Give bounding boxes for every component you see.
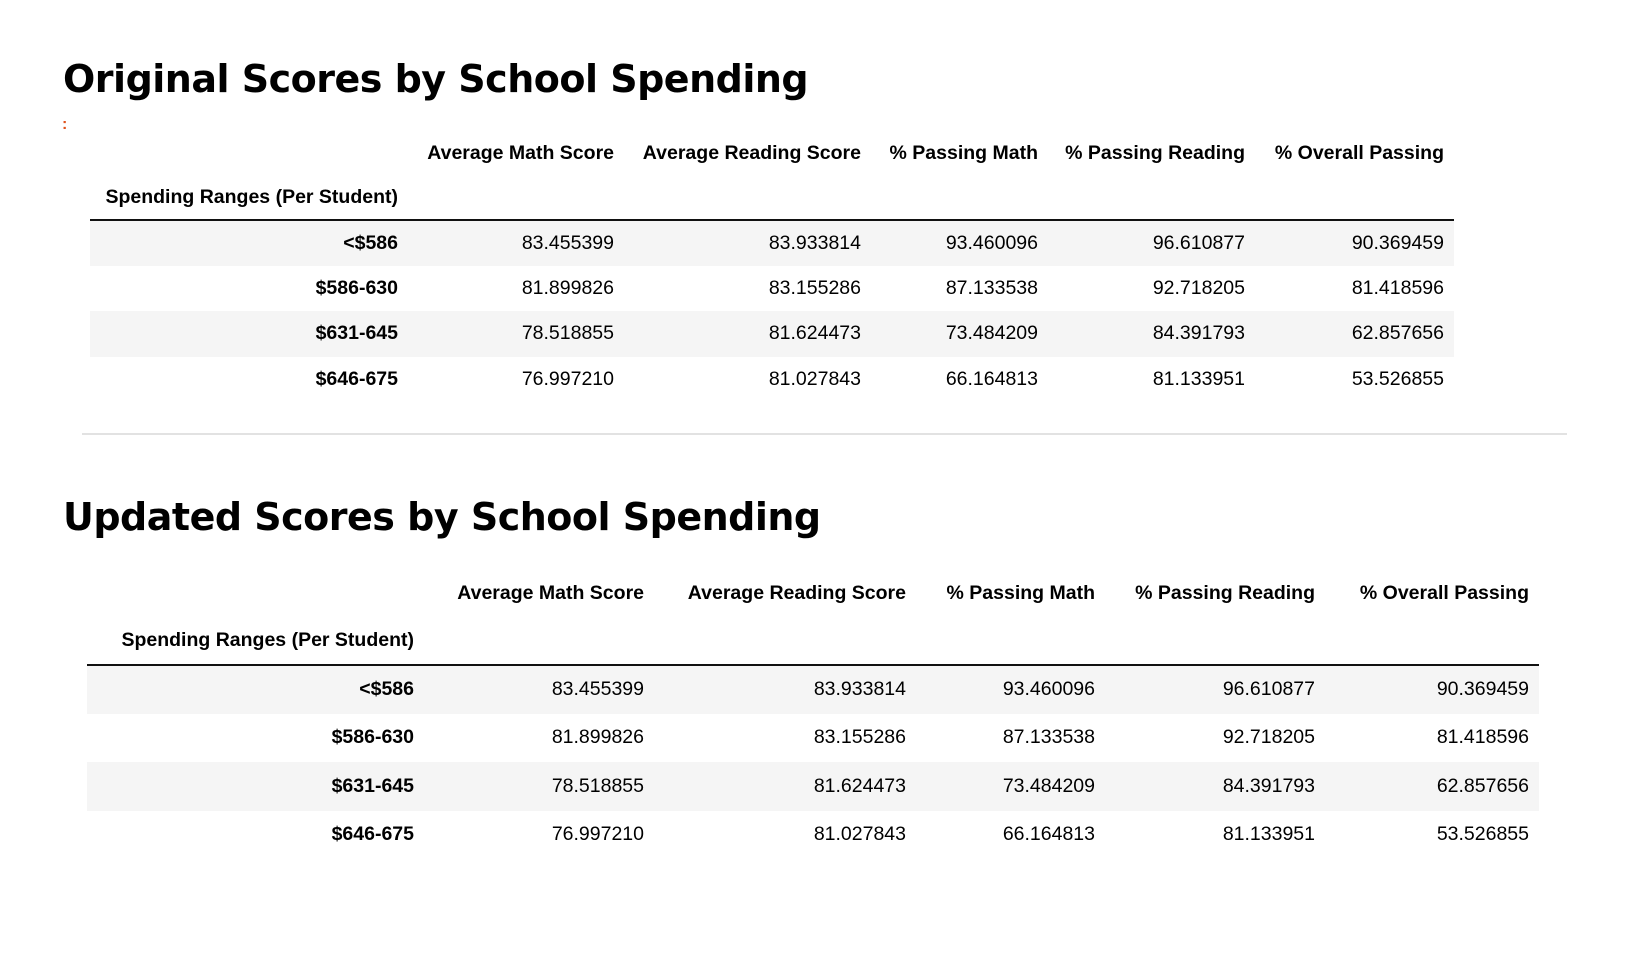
blank-header	[90, 131, 408, 175]
blank-header	[87, 570, 424, 616]
table-row: $631-645 78.518855 81.624473 73.484209 8…	[90, 311, 1454, 357]
column-header: Average Math Score	[457, 581, 644, 604]
table-cell: 81.899826	[551, 726, 644, 749]
table-cell: 66.164813	[945, 367, 1038, 390]
row-label: $646-675	[315, 367, 398, 390]
table-cell: 81.899826	[521, 276, 614, 299]
blank-header	[871, 175, 1048, 221]
section-title-original: Original Scores by School Spending	[63, 57, 809, 101]
table-cell: 73.484209	[1002, 774, 1095, 797]
table-cell: 62.857656	[1436, 774, 1529, 797]
column-header-row: Average Math Score Average Reading Score…	[90, 131, 1454, 175]
table-cell: 81.624473	[813, 774, 906, 797]
table-cell: 81.418596	[1351, 276, 1444, 299]
index-name-row: Spending Ranges (Per Student)	[90, 175, 1454, 221]
table-cell: 93.460096	[945, 231, 1038, 254]
blank-header	[916, 616, 1105, 666]
table-row: $586-630 81.899826 83.155286 87.133538 9…	[87, 714, 1539, 763]
table-cell: 81.624473	[768, 322, 861, 345]
table-cell: 92.718205	[1222, 726, 1315, 749]
table-row: <$586 83.455399 83.933814 93.460096 96.6…	[90, 220, 1454, 266]
column-header-row: Average Math Score Average Reading Score…	[87, 570, 1539, 616]
column-header: % Passing Math	[946, 581, 1095, 604]
row-label: $586-630	[331, 726, 414, 749]
table-cell: 81.133951	[1152, 367, 1245, 390]
table-cell: 76.997210	[551, 823, 644, 846]
table-cell: 96.610877	[1222, 678, 1315, 701]
blank-header	[408, 175, 624, 221]
row-label: <$586	[343, 231, 398, 254]
section-divider	[82, 433, 1567, 435]
table-cell: 84.391793	[1222, 774, 1315, 797]
updated-scores-table: Average Math Score Average Reading Score…	[87, 570, 1539, 859]
table-cell: 53.526855	[1436, 823, 1529, 846]
table-cell: 53.526855	[1351, 367, 1444, 390]
row-label: $631-645	[315, 322, 398, 345]
table-cell: 78.518855	[551, 774, 644, 797]
blank-header	[1325, 616, 1539, 666]
row-label: $586-630	[315, 276, 398, 299]
blank-header	[1105, 616, 1325, 666]
original-scores-table: Average Math Score Average Reading Score…	[90, 131, 1454, 402]
table-row: $646-675 76.997210 81.027843 66.164813 8…	[87, 811, 1539, 860]
table-cell: 81.133951	[1222, 823, 1315, 846]
table-cell: 78.518855	[521, 322, 614, 345]
table-cell: 83.155286	[813, 726, 906, 749]
blank-header	[654, 616, 916, 666]
table-cell: 90.369459	[1351, 231, 1444, 254]
index-name-header: Spending Ranges (Per Student)	[87, 616, 424, 666]
section-title-updated: Updated Scores by School Spending	[63, 495, 821, 539]
table-row: $586-630 81.899826 83.155286 87.133538 9…	[90, 266, 1454, 312]
column-header: Average Reading Score	[642, 141, 861, 164]
table-cell: 62.857656	[1351, 322, 1444, 345]
blank-header	[1048, 175, 1255, 221]
colon-dots-icon: :	[62, 116, 68, 133]
table-cell: 73.484209	[945, 322, 1038, 345]
blank-header	[624, 175, 871, 221]
column-header: Average Math Score	[427, 141, 614, 164]
table-cell: 92.718205	[1152, 276, 1245, 299]
column-header: % Passing Reading	[1135, 581, 1315, 604]
table-cell: 83.455399	[521, 231, 614, 254]
table-row: $646-675 76.997210 81.027843 66.164813 8…	[90, 357, 1454, 403]
table-cell: 93.460096	[1002, 678, 1095, 701]
table-cell: 81.418596	[1436, 726, 1529, 749]
blank-header	[1255, 175, 1454, 221]
table-cell: 84.391793	[1152, 322, 1245, 345]
table-cell: 81.027843	[768, 367, 861, 390]
table-cell: 87.133538	[945, 276, 1038, 299]
column-header: % Overall Passing	[1274, 141, 1444, 164]
table-cell: 90.369459	[1436, 678, 1529, 701]
column-header: % Passing Math	[889, 141, 1038, 164]
blank-header	[424, 616, 654, 666]
table-cell: 96.610877	[1152, 231, 1245, 254]
table-cell: 83.155286	[768, 276, 861, 299]
column-header: % Passing Reading	[1065, 141, 1245, 164]
table-cell: 87.133538	[1002, 726, 1095, 749]
index-name-header: Spending Ranges (Per Student)	[90, 175, 408, 221]
table-cell: 83.933814	[768, 231, 861, 254]
table-row: $631-645 78.518855 81.624473 73.484209 8…	[87, 762, 1539, 811]
table-row: <$586 83.455399 83.933814 93.460096 96.6…	[87, 665, 1539, 714]
row-label: $646-675	[331, 823, 414, 846]
table-cell: 76.997210	[521, 367, 614, 390]
row-label: <$586	[359, 678, 414, 701]
index-name-row: Spending Ranges (Per Student)	[87, 616, 1539, 666]
column-header: % Overall Passing	[1359, 581, 1529, 604]
column-header: Average Reading Score	[687, 581, 906, 604]
table-cell: 83.933814	[813, 678, 906, 701]
table-cell: 66.164813	[1002, 823, 1095, 846]
row-label: $631-645	[331, 774, 414, 797]
table-cell: 81.027843	[813, 823, 906, 846]
table-cell: 83.455399	[551, 678, 644, 701]
